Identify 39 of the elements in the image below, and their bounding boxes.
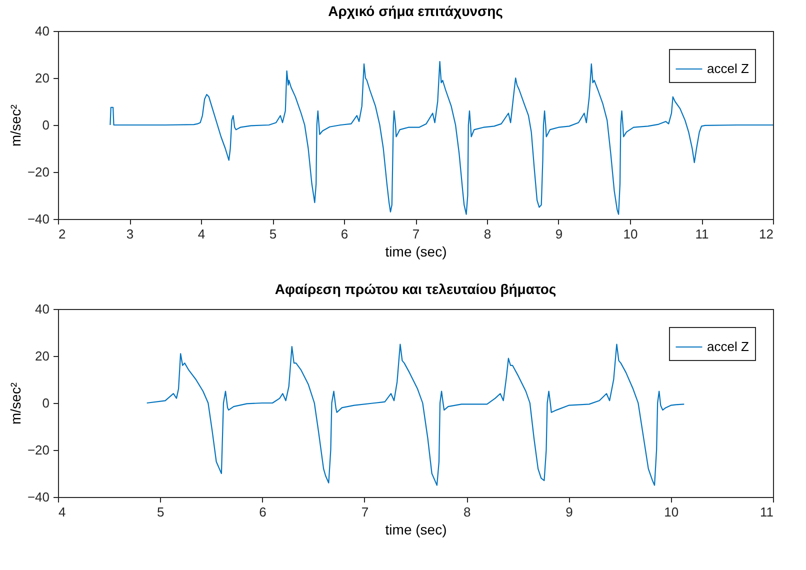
x-tick-label: 6 — [340, 226, 348, 242]
y-tick-label: −20 — [27, 164, 50, 180]
x-tick-label: 11 — [760, 504, 774, 520]
legend-label: accel Z — [707, 61, 749, 76]
y-tick-label: 20 — [35, 348, 50, 364]
line-series — [110, 61, 773, 215]
x-tick-label: 5 — [157, 504, 164, 520]
x-tick-label: 10 — [623, 226, 638, 242]
x-tick-label: 8 — [484, 226, 492, 242]
line-series — [146, 344, 685, 486]
x-tick-label: 6 — [259, 504, 266, 520]
x-tick-label: 8 — [463, 504, 471, 520]
x-tick-label: 9 — [566, 504, 573, 520]
y-tick-label: −40 — [27, 212, 50, 226]
x-tick-label: 7 — [361, 504, 369, 520]
chart-title: Αφαίρεση πρώτου και τελευταίου βήματος — [274, 281, 556, 297]
x-tick-label: 5 — [269, 226, 277, 242]
x-tick-label: 11 — [695, 226, 709, 242]
x-tick-label: 3 — [126, 226, 134, 242]
y-axis-title: m/sec² — [7, 104, 24, 146]
y-tick-label: 20 — [35, 70, 50, 86]
legend-label: accel Z — [707, 339, 749, 354]
x-tick-label: 9 — [555, 226, 563, 242]
y-tick-label: 40 — [35, 302, 50, 316]
x-tick-label: 12 — [759, 226, 774, 242]
x-tick-label: 2 — [58, 226, 66, 242]
x-tick-label: 7 — [412, 226, 420, 242]
x-tick-label: 4 — [58, 504, 66, 520]
y-tick-label: 0 — [42, 118, 50, 132]
x-tick-label: 4 — [198, 226, 206, 242]
y-tick-label: 0 — [42, 396, 50, 410]
chart-title: Αρχικό σήμα επιτάχυνσης — [328, 3, 503, 19]
y-axis-title: m/sec² — [7, 382, 24, 424]
y-tick-label: −40 — [27, 490, 50, 504]
x-tick-label: 10 — [664, 504, 679, 520]
y-tick-label: 40 — [35, 24, 50, 38]
y-tick-label: −20 — [27, 442, 50, 458]
x-axis-title: time (sec) — [385, 244, 447, 260]
x-axis-title: time (sec) — [385, 522, 447, 538]
